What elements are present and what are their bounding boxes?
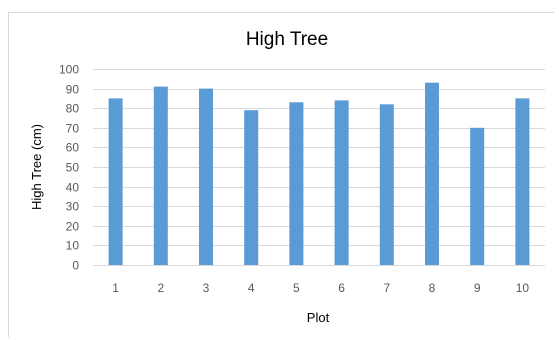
bar-plot-10 xyxy=(515,98,530,266)
bar-plot-9 xyxy=(470,127,485,265)
x-tick-label: 2 xyxy=(157,281,164,295)
x-tick-label: 4 xyxy=(248,281,255,295)
y-tick-label: 90 xyxy=(66,83,80,97)
bar-plot-2 xyxy=(153,86,168,265)
bar-plot-3 xyxy=(199,88,213,265)
gridlines xyxy=(93,69,545,266)
bar-plot-1 xyxy=(108,98,123,266)
chart-title: High Tree xyxy=(246,29,328,50)
y-tick-label: 50 xyxy=(66,161,80,175)
y-tick-label: 100 xyxy=(59,63,79,77)
x-tick-label: 10 xyxy=(516,281,530,295)
x-tick-label: 7 xyxy=(383,281,390,295)
y-tick-label: 20 xyxy=(66,220,80,234)
x-tick-label: 3 xyxy=(203,281,210,295)
x-tick-label: 5 xyxy=(293,281,300,295)
x-tick-label: 1 xyxy=(112,281,119,295)
y-tick-label: 60 xyxy=(66,141,80,155)
x-tick-label: 6 xyxy=(338,281,345,295)
y-tick-labels: 0 10 20 30 40 50 60 70 80 90 100 xyxy=(59,63,79,273)
bar-plot-7 xyxy=(379,104,394,265)
y-tick-label: 70 xyxy=(66,122,80,136)
x-axis-title: Plot xyxy=(307,310,330,325)
bar-plot-8 xyxy=(425,82,439,265)
bar-plot-4 xyxy=(244,110,259,265)
y-tick-label: 30 xyxy=(66,200,80,214)
bar-plot-6 xyxy=(334,100,349,266)
y-tick-label: 0 xyxy=(72,259,79,273)
bars xyxy=(108,82,530,266)
x-tick-labels: 1 2 3 4 5 6 7 8 9 10 xyxy=(112,281,529,295)
y-tick-label: 40 xyxy=(66,181,80,195)
y-tick-label: 10 xyxy=(66,239,80,253)
x-tick-label: 8 xyxy=(429,281,436,295)
bar-plot-5 xyxy=(289,102,304,265)
x-tick-label: 9 xyxy=(474,281,481,295)
y-tick-label: 80 xyxy=(66,102,80,116)
chart-frame xyxy=(8,12,554,337)
y-axis-title: High Tree (cm) xyxy=(29,124,44,210)
